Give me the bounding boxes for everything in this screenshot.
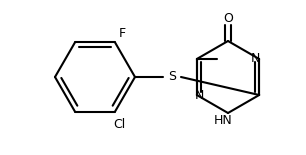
Text: O: O — [223, 11, 233, 24]
Text: N: N — [195, 89, 204, 102]
Text: F: F — [118, 27, 125, 40]
Text: N: N — [251, 51, 260, 64]
Text: Cl: Cl — [113, 118, 125, 131]
Text: S: S — [168, 71, 176, 84]
Text: HN: HN — [214, 113, 232, 126]
